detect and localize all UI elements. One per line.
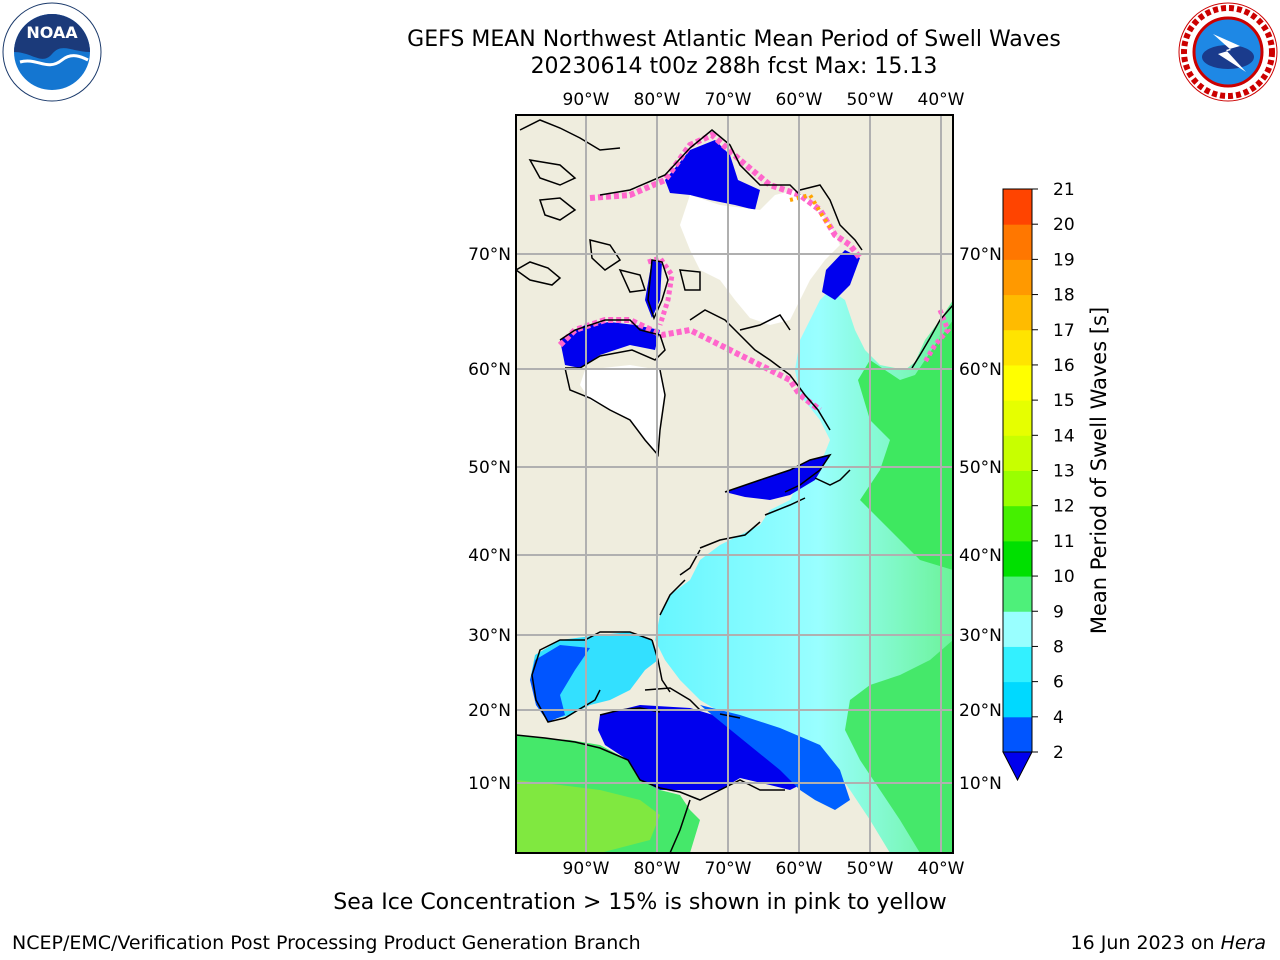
- lon-label-bottom: 50°W: [847, 859, 894, 879]
- map-subtitle: 20230614 t00z 288h fcst Max: 15.13: [530, 54, 938, 79]
- lon-label-top: 80°W: [634, 90, 681, 110]
- colorbar-segment: [1003, 435, 1032, 471]
- colorbar-tick-label: 16: [1053, 356, 1075, 376]
- graticule: [516, 115, 953, 853]
- colorbar-tick-label: 9: [1053, 602, 1064, 622]
- lat-label-right: 40°N: [959, 546, 1002, 566]
- credit-host: Hera: [1220, 932, 1266, 954]
- colorbar-tick-label: 12: [1053, 497, 1075, 517]
- lat-label-right: 60°N: [959, 360, 1002, 380]
- colorbar-segment: [1003, 189, 1032, 225]
- lon-label-bottom: 40°W: [918, 859, 965, 879]
- swell-region-10s: [858, 320, 953, 570]
- colorbar-extend-arrow: [1002, 751, 1033, 782]
- sea-ice-fringe-hudson: [557, 317, 822, 413]
- lon-label-top: 60°W: [776, 90, 823, 110]
- map-title: GEFS MEAN Northwest Atlantic Mean Period…: [407, 27, 1061, 52]
- colorbar-segment: [1003, 540, 1032, 577]
- labrador-strait-swell: [822, 250, 860, 300]
- colorbar-segment: [1003, 576, 1032, 612]
- lat-label-left: 40°N: [468, 546, 511, 566]
- lon-label-bottom: 60°W: [776, 859, 823, 879]
- gulf-low-period: [530, 645, 590, 722]
- colorbar-tick-label: 13: [1053, 462, 1075, 482]
- lat-label-right: 50°N: [959, 458, 1002, 478]
- colorbar-tick-label: 18: [1053, 286, 1075, 306]
- colorbar-segment: [1003, 681, 1032, 718]
- lon-label-bottom: 80°W: [634, 859, 681, 879]
- colorbar-segment: [1003, 716, 1032, 753]
- colorbar-tick-label: 6: [1053, 673, 1064, 693]
- colorbar-segment: [1003, 646, 1032, 683]
- lat-label-right: 70°N: [959, 245, 1002, 265]
- colorbar-label: Mean Period of Swell Waves [s]: [1087, 307, 1111, 634]
- colorbar-tick-label: 4: [1053, 708, 1064, 728]
- sea-ice-fringe-arctic: [589, 131, 863, 260]
- lat-label-left: 60°N: [468, 360, 511, 380]
- lon-label-top: 90°W: [563, 90, 610, 110]
- lon-label-top: 70°W: [705, 90, 752, 110]
- lon-label-bottom: 70°W: [705, 859, 752, 879]
- credit-date-text: 16 Jun 2023 on: [1070, 932, 1221, 954]
- noaa-logo-text: NOAA: [26, 23, 78, 42]
- colorbar-segment: [1003, 224, 1032, 260]
- colorbar-tick-label: 2: [1053, 743, 1064, 763]
- nws-logo-icon: [1178, 2, 1278, 102]
- colorbar-tick-label: 17: [1053, 321, 1075, 341]
- map-frame: [515, 114, 954, 854]
- colorbar-tick-label: 14: [1053, 426, 1075, 446]
- colorbar-tick-label: 19: [1053, 250, 1075, 270]
- colorbar-segment: [1003, 611, 1032, 647]
- colorbar-tick-label: 8: [1053, 637, 1064, 657]
- lat-label-left: 20°N: [468, 701, 511, 721]
- lon-label-top: 50°W: [847, 90, 894, 110]
- lat-label-left: 30°N: [468, 626, 511, 646]
- colorbar-tick-label: 20: [1053, 215, 1075, 235]
- colorbar-segment: [1003, 505, 1032, 542]
- lat-label-left: 10°N: [468, 774, 511, 794]
- colorbar-tick-label: 11: [1053, 532, 1075, 552]
- lon-label-top: 40°W: [918, 90, 965, 110]
- colorbar-segment: [1003, 259, 1032, 296]
- lon-label-bottom: 90°W: [563, 859, 610, 879]
- lat-label-right: 10°N: [959, 774, 1002, 794]
- lat-label-right: 30°N: [959, 626, 1002, 646]
- colorbar-segment: [1003, 470, 1032, 507]
- credit-date: 16 Jun 2023 on Hera: [1071, 932, 1266, 954]
- ice-area-hudson: [580, 365, 665, 455]
- colorbar-segment: [1003, 329, 1032, 366]
- credit-branch: NCEP/EMC/Verification Post Processing Pr…: [12, 932, 641, 954]
- colorbar-segment: [1003, 400, 1032, 436]
- lat-label-left: 70°N: [468, 245, 511, 265]
- colorbar-tick-label: 15: [1053, 391, 1075, 411]
- baffin-bay-swell: [665, 140, 760, 210]
- colorbar-tick-label: 10: [1053, 567, 1075, 587]
- colorbar-tick-label: 21: [1053, 180, 1075, 200]
- lat-label-right: 20°N: [959, 701, 1002, 721]
- lat-label-left: 50°N: [468, 458, 511, 478]
- colorbar-segment: [1003, 364, 1032, 401]
- sea-ice-note: Sea Ice Concentration > 15% is shown in …: [333, 890, 947, 915]
- colorbar: [1002, 188, 1038, 782]
- swell-region-east-tropical: [845, 640, 953, 853]
- noaa-logo-icon: NOAA: [2, 2, 102, 102]
- south-america-green: [516, 780, 660, 853]
- colorbar-segment: [1003, 294, 1032, 331]
- map-panel: [516, 115, 953, 853]
